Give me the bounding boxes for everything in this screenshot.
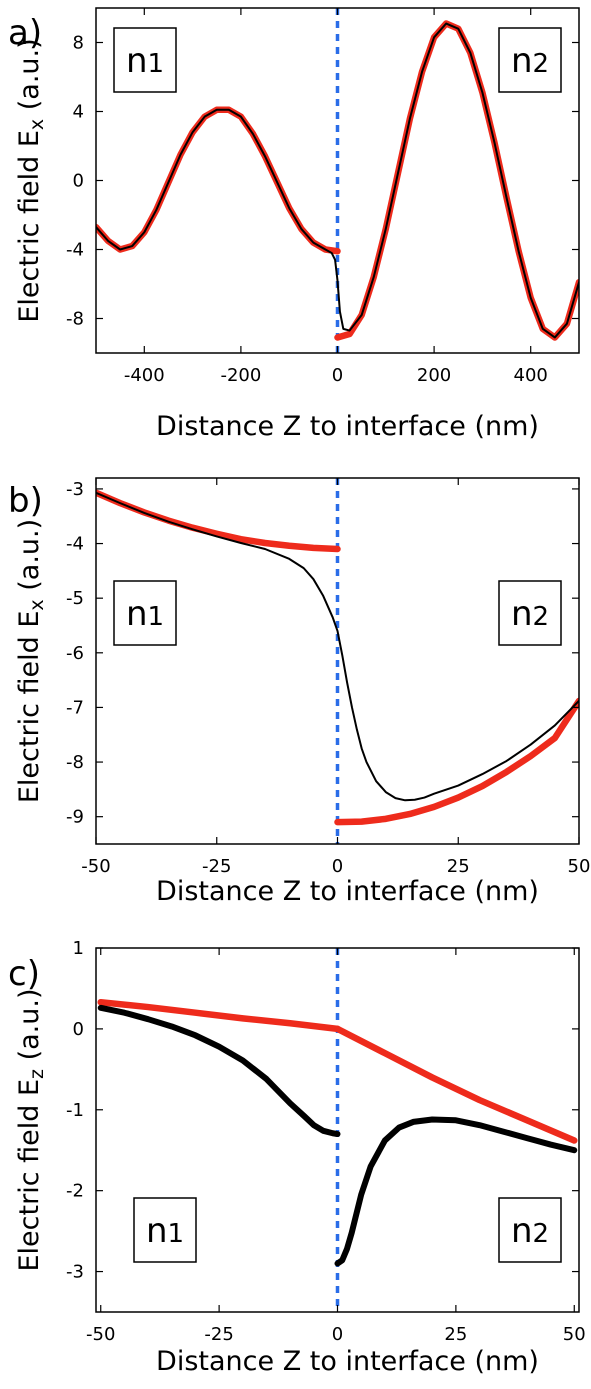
- y-tick-label: -4: [66, 240, 84, 261]
- series-line-2: [334, 697, 579, 826]
- region-text-sub: 1: [148, 602, 165, 632]
- region-text-sub: 1: [148, 49, 165, 79]
- y-axis-title: Electric field Ex (a.u.): [14, 519, 48, 803]
- region-text-sub: 1: [168, 1219, 185, 1249]
- chart-panel-3: c) -50 -25 0 25 50 1 0 -1 -2 -3 Distance Z to inter…: [8, 938, 586, 1377]
- y-tick-label: 1: [73, 938, 84, 959]
- series-line-3: [96, 22, 579, 339]
- y-axis-title: Electric field Ez (a.u.): [14, 988, 48, 1271]
- x-tick-label: -200: [220, 365, 261, 386]
- plot-area: [96, 478, 579, 844]
- region-box: [498, 27, 562, 93]
- series-line-3: [97, 1004, 341, 1138]
- y-axis-title: Electric field Ex (a.u.): [14, 38, 48, 322]
- region-text-main: n: [126, 41, 148, 81]
- region-text: n1: [126, 594, 164, 634]
- region-text: n2: [511, 1211, 549, 1251]
- panel-label: a): [8, 13, 42, 53]
- region-box: [498, 1197, 562, 1263]
- panel-label: b): [8, 481, 43, 521]
- y-tick-label: -3: [66, 1262, 84, 1283]
- y-tick-label: -1: [66, 1100, 84, 1121]
- y-tick-label: -3: [66, 479, 84, 500]
- x-tick-label: 50: [568, 856, 591, 877]
- y-tick-label: -9: [66, 807, 84, 828]
- y-tick-label: -8: [66, 752, 84, 773]
- plot-area: [96, 8, 579, 353]
- region-text: n1: [146, 1211, 184, 1251]
- chart-panel-1: a) -400 -200 0 200 400 8 4 0 -4 -8 Distance Z to in…: [8, 7, 580, 442]
- x-tick-label: 0: [332, 365, 343, 386]
- x-axis-title: Distance Z to interface (nm): [156, 1346, 539, 1377]
- y-tick-label: 0: [73, 171, 84, 192]
- series-line-3: [96, 491, 579, 802]
- y-tick-label: -7: [66, 697, 84, 718]
- region-label-left: n1: [113, 27, 177, 93]
- x-tick-label: -50: [81, 856, 110, 877]
- region-text: n1: [126, 41, 164, 81]
- x-tick-label: -400: [124, 365, 165, 386]
- series-line-1: [97, 998, 341, 1033]
- y-tick-label: -2: [66, 1181, 84, 1202]
- series-line-2: [334, 1025, 578, 1144]
- region-label-right: n2: [498, 1197, 562, 1263]
- x-tick-label: -25: [204, 1324, 233, 1345]
- y-tick-label: 8: [73, 33, 84, 54]
- region-text-sub: 2: [533, 1219, 550, 1249]
- series-line-4: [334, 1116, 578, 1267]
- x-axis-title: Distance Z to interface (nm): [156, 876, 539, 907]
- region-text-sub: 2: [533, 602, 550, 632]
- region-box: [113, 27, 177, 93]
- y-tick-label: 4: [73, 102, 84, 123]
- region-text: n2: [511, 41, 549, 81]
- x-tick-label: 0: [332, 856, 343, 877]
- x-tick-label: -25: [202, 856, 231, 877]
- y-axis-title-sub: z: [26, 1069, 48, 1079]
- y-tick-label: -4: [66, 534, 84, 555]
- region-box: [133, 1197, 197, 1263]
- x-tick-label: 0: [332, 1324, 343, 1345]
- region-text: n2: [511, 594, 549, 634]
- y-axis-title-unit: (a.u.): [14, 988, 45, 1068]
- y-tick-label: -5: [66, 588, 84, 609]
- x-axis-title: Distance Z to interface (nm): [156, 411, 539, 442]
- region-text-main: n: [146, 1211, 168, 1251]
- y-axis-title-sub: x: [26, 599, 48, 610]
- x-tick-label: 200: [417, 365, 451, 386]
- region-text-main: n: [126, 594, 148, 634]
- x-tick-label: 400: [514, 365, 548, 386]
- region-text-sub: 2: [533, 49, 550, 79]
- region-text-main: n: [511, 594, 533, 634]
- region-text-main: n: [511, 41, 533, 81]
- region-text-main: n: [511, 1211, 533, 1251]
- y-axis-title-main: Electric field E: [14, 1079, 45, 1272]
- region-label-right: n2: [498, 27, 562, 93]
- region-label-right: n2: [498, 580, 562, 646]
- x-tick-label: 50: [563, 1324, 586, 1345]
- region-label-left: n1: [113, 580, 177, 646]
- plot-area: [97, 948, 578, 1312]
- y-axis-title-sub: x: [26, 119, 48, 130]
- y-axis-title-main: Electric field E: [14, 611, 45, 804]
- y-axis-title-unit: (a.u.): [14, 519, 45, 599]
- y-axis-title-unit: (a.u.): [14, 38, 45, 118]
- region-label-left: n1: [133, 1197, 197, 1263]
- y-tick-label: -6: [66, 643, 84, 664]
- region-box: [498, 580, 562, 646]
- x-tick-label: 25: [447, 856, 470, 877]
- chart-panel-2: b) -50 -25 0 25 50 -3 -4 -5 -6 -7 -8 -9 Distance Z to…: [8, 477, 591, 907]
- y-tick-label: -8: [66, 309, 84, 330]
- x-tick-label: -50: [86, 1324, 115, 1345]
- x-tick-label: 25: [444, 1324, 467, 1345]
- y-tick-label: 0: [73, 1019, 84, 1040]
- series-line-1: [96, 489, 341, 553]
- y-axis-title-main: Electric field E: [14, 130, 45, 323]
- panel-label: c): [8, 954, 40, 994]
- region-box: [113, 580, 177, 646]
